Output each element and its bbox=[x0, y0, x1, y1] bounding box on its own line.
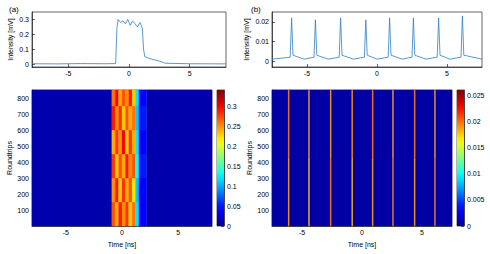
svg-text:200: 200 bbox=[257, 191, 269, 198]
svg-text:5: 5 bbox=[188, 70, 192, 77]
svg-text:0.02: 0.02 bbox=[255, 18, 269, 25]
svg-text:400: 400 bbox=[17, 159, 29, 166]
svg-text:5: 5 bbox=[176, 229, 180, 236]
svg-text:0.3: 0.3 bbox=[19, 16, 29, 23]
svg-text:100: 100 bbox=[17, 207, 29, 214]
svg-text:0: 0 bbox=[25, 61, 29, 68]
svg-text:800: 800 bbox=[257, 95, 269, 102]
svg-text:0.01: 0.01 bbox=[467, 170, 481, 177]
svg-text:0.025: 0.025 bbox=[467, 92, 485, 99]
svg-text:600: 600 bbox=[257, 127, 269, 134]
svg-text:800: 800 bbox=[17, 95, 29, 102]
svg-text:0: 0 bbox=[227, 223, 231, 230]
svg-text:Time [ns]: Time [ns] bbox=[108, 241, 137, 249]
svg-text:700: 700 bbox=[17, 111, 29, 118]
svg-text:0: 0 bbox=[127, 70, 131, 77]
svg-text:100: 100 bbox=[257, 207, 269, 214]
svg-text:0.02: 0.02 bbox=[467, 118, 481, 125]
svg-text:0.15: 0.15 bbox=[227, 163, 241, 170]
svg-text:0.1: 0.1 bbox=[19, 46, 29, 53]
svg-text:Intensity [mV]: Intensity [mV] bbox=[7, 18, 15, 60]
svg-text:0.1: 0.1 bbox=[227, 183, 237, 190]
svg-text:200: 200 bbox=[17, 191, 29, 198]
svg-text:Roundtrips: Roundtrips bbox=[246, 141, 254, 175]
svg-text:-5: -5 bbox=[65, 70, 71, 77]
svg-text:0.3: 0.3 bbox=[227, 103, 237, 110]
svg-text:0: 0 bbox=[120, 229, 124, 236]
svg-text:300: 300 bbox=[17, 175, 29, 182]
svg-text:300: 300 bbox=[257, 175, 269, 182]
svg-text:0.005: 0.005 bbox=[467, 196, 485, 203]
svg-text:700: 700 bbox=[257, 111, 269, 118]
svg-text:0.015: 0.015 bbox=[467, 144, 485, 151]
svg-text:500: 500 bbox=[17, 143, 29, 150]
svg-text:400: 400 bbox=[257, 159, 269, 166]
svg-text:(a): (a) bbox=[9, 5, 19, 14]
svg-text:0: 0 bbox=[467, 223, 471, 230]
svg-text:0.01: 0.01 bbox=[255, 38, 269, 45]
svg-text:5: 5 bbox=[445, 70, 449, 77]
svg-text:0: 0 bbox=[375, 70, 379, 77]
svg-text:600: 600 bbox=[17, 127, 29, 134]
svg-text:Roundtrips: Roundtrips bbox=[6, 141, 14, 175]
svg-text:0.2: 0.2 bbox=[227, 143, 237, 150]
svg-text:(b): (b) bbox=[251, 5, 261, 14]
svg-text:5: 5 bbox=[420, 229, 424, 236]
svg-text:0.25: 0.25 bbox=[227, 123, 241, 130]
svg-text:500: 500 bbox=[257, 143, 269, 150]
svg-text:-5: -5 bbox=[299, 229, 305, 236]
svg-text:0: 0 bbox=[360, 229, 364, 236]
svg-text:Intensity [mV]: Intensity [mV] bbox=[243, 18, 251, 60]
svg-text:Time [ns]: Time [ns] bbox=[348, 241, 377, 249]
svg-text:-5: -5 bbox=[63, 229, 69, 236]
svg-text:-5: -5 bbox=[304, 70, 310, 77]
svg-text:0.2: 0.2 bbox=[19, 31, 29, 38]
svg-text:0.05: 0.05 bbox=[227, 203, 241, 210]
svg-text:0: 0 bbox=[265, 58, 269, 65]
